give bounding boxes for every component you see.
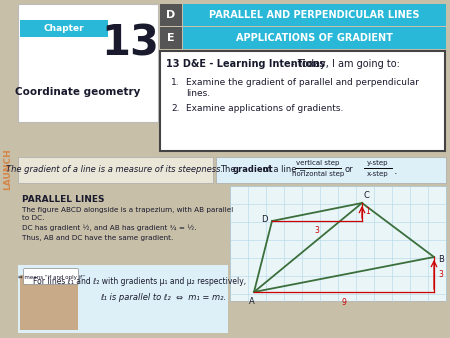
Text: of a line =: of a line = xyxy=(260,166,309,174)
FancyBboxPatch shape xyxy=(23,268,78,285)
Text: 2.: 2. xyxy=(171,104,180,113)
FancyBboxPatch shape xyxy=(20,20,108,37)
FancyBboxPatch shape xyxy=(216,157,446,183)
Text: 1.: 1. xyxy=(171,78,180,87)
Text: 3: 3 xyxy=(315,226,319,235)
Text: Examine applications of gradients.: Examine applications of gradients. xyxy=(186,104,343,113)
Text: D: D xyxy=(261,216,268,224)
Text: D: D xyxy=(166,10,176,20)
Text: PARALLEL LINES: PARALLEL LINES xyxy=(22,195,104,204)
Text: ℓ₁ is parallel to ℓ₂  ⇔  m₁ = m₂.: ℓ₁ is parallel to ℓ₂ ⇔ m₁ = m₂. xyxy=(100,293,226,303)
FancyBboxPatch shape xyxy=(160,51,445,151)
Text: A: A xyxy=(249,297,255,306)
Text: horizontal step: horizontal step xyxy=(292,171,344,177)
Text: - Today, I am going to:: - Today, I am going to: xyxy=(288,59,400,69)
Text: lines.: lines. xyxy=(186,89,210,98)
Text: 1: 1 xyxy=(365,208,370,217)
Text: y-step: y-step xyxy=(367,160,389,166)
Text: Examine the gradient of parallel and perpendicular: Examine the gradient of parallel and per… xyxy=(186,78,419,87)
Text: or: or xyxy=(345,166,353,174)
Text: B: B xyxy=(438,255,444,264)
Text: The figure ABCD alongside is a trapezium, with AB parallel: The figure ABCD alongside is a trapezium… xyxy=(22,207,233,213)
Text: x-step: x-step xyxy=(367,171,389,177)
FancyBboxPatch shape xyxy=(160,4,182,26)
Text: PARALLEL AND PERPENDICULAR LINES: PARALLEL AND PERPENDICULAR LINES xyxy=(209,10,419,20)
Text: vertical step: vertical step xyxy=(296,160,340,166)
FancyBboxPatch shape xyxy=(183,27,446,49)
Text: DC has gradient ½, and AB has gradient ¾ = ½.: DC has gradient ½, and AB has gradient ¾… xyxy=(22,225,197,231)
Text: E: E xyxy=(167,33,175,43)
Text: Thus, AB and DC have the same gradient.: Thus, AB and DC have the same gradient. xyxy=(22,235,173,241)
Text: ⇔ means “if and only if”: ⇔ means “if and only if” xyxy=(18,274,85,280)
Text: 3: 3 xyxy=(438,270,443,279)
FancyBboxPatch shape xyxy=(18,4,158,122)
Text: The gradient of a line is a measure of its steepness.: The gradient of a line is a measure of i… xyxy=(6,166,224,174)
Text: APPLICATIONS OF GRADIENT: APPLICATIONS OF GRADIENT xyxy=(235,33,392,43)
Text: gradient: gradient xyxy=(233,166,274,174)
Text: 13 D&E - Learning Intentions: 13 D&E - Learning Intentions xyxy=(166,59,325,69)
Text: LAUNCH: LAUNCH xyxy=(4,148,13,190)
Text: Chapter: Chapter xyxy=(44,24,84,33)
Text: .: . xyxy=(394,166,398,176)
FancyBboxPatch shape xyxy=(18,265,228,333)
FancyBboxPatch shape xyxy=(183,4,446,26)
FancyBboxPatch shape xyxy=(160,27,182,49)
Text: 9: 9 xyxy=(342,298,346,307)
FancyBboxPatch shape xyxy=(18,157,213,183)
Text: Coordinate geometry: Coordinate geometry xyxy=(15,87,141,97)
Text: For lines ℓ₁ and ℓ₂ with gradients μ₁ and μ₂ respectively,: For lines ℓ₁ and ℓ₂ with gradients μ₁ an… xyxy=(33,277,247,287)
Text: 13: 13 xyxy=(101,23,159,65)
FancyBboxPatch shape xyxy=(20,275,78,330)
Text: The: The xyxy=(220,166,238,174)
FancyBboxPatch shape xyxy=(230,186,446,301)
Text: to DC.: to DC. xyxy=(22,215,45,221)
Text: C: C xyxy=(363,191,369,200)
